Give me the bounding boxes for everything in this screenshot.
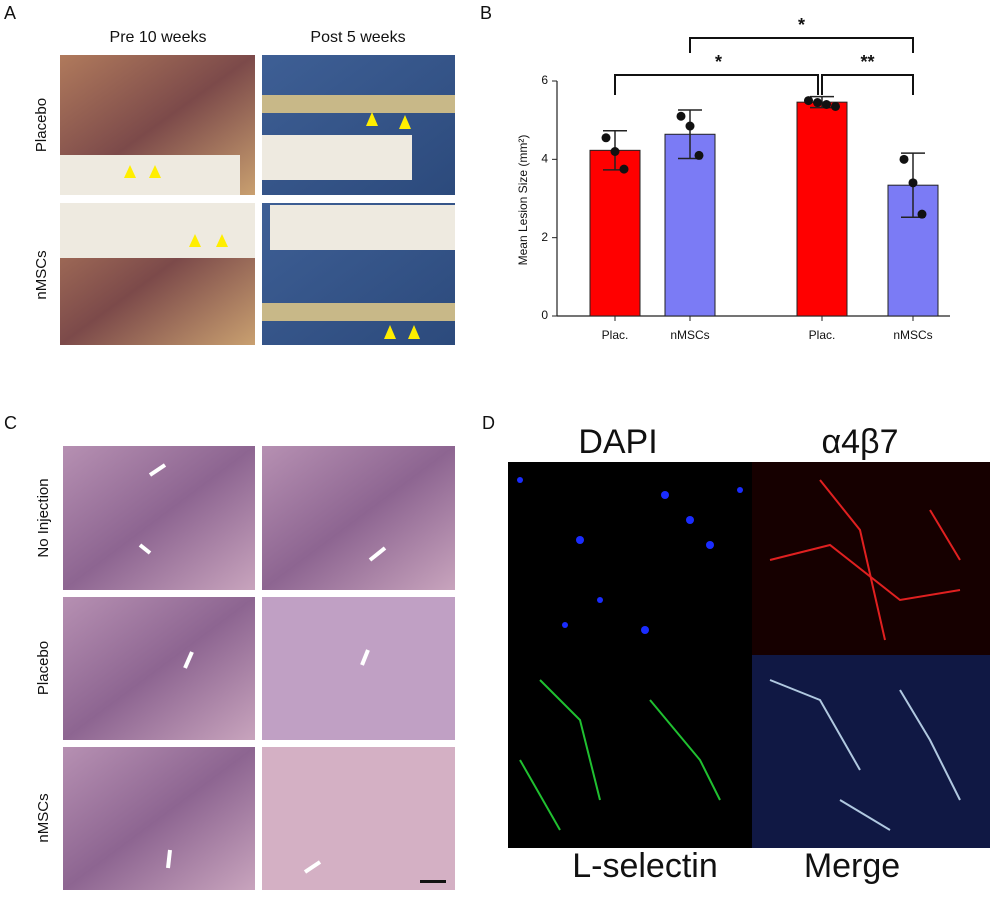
- fluorescence-grid: [508, 462, 990, 848]
- histology-grid: [63, 446, 455, 890]
- row-label: No Injection: [35, 478, 52, 557]
- data-point: [899, 154, 909, 164]
- data-point: [813, 98, 822, 108]
- panel-letter: C: [4, 413, 17, 433]
- bar: [796, 101, 848, 317]
- data-point: [601, 133, 611, 143]
- panel-letter: A: [4, 3, 16, 23]
- bar: [664, 133, 716, 317]
- y-axis-label: Mean Lesion Size (mm²): [516, 135, 530, 266]
- row-label: Placebo: [35, 641, 52, 695]
- data-point: [610, 147, 620, 156]
- photo: [60, 203, 255, 345]
- significance-bracket: [821, 74, 914, 95]
- data-point: [694, 150, 704, 160]
- quadrant-label: DAPI: [578, 423, 657, 461]
- photo: [262, 203, 455, 345]
- data-point: [917, 209, 927, 219]
- photo: [262, 55, 455, 195]
- significance-bracket: [614, 74, 819, 95]
- quadrant-label: L-selectin: [572, 847, 718, 885]
- quadrant-label: α4β7: [821, 423, 898, 461]
- photo: [60, 55, 255, 195]
- y-tick-label: 6: [541, 73, 548, 87]
- significance-label: **: [860, 52, 874, 72]
- x-tick-label: nMSCs: [670, 328, 709, 342]
- data-point: [804, 96, 813, 106]
- y-tick-label: 0: [541, 308, 548, 322]
- data-point: [676, 111, 686, 121]
- data-point: [822, 100, 831, 109]
- bar: [589, 149, 641, 317]
- bar-chart: B Mean Lesion Size (mm²) 0 2 4 6 Plac. nMSCs P…: [480, 3, 950, 342]
- panel-letter: B: [480, 3, 492, 23]
- y-tick-label: 4: [541, 152, 548, 166]
- quadrant-label: Merge: [804, 847, 900, 885]
- significance-label: *: [798, 15, 805, 35]
- x-tick-label: Plac.: [602, 328, 629, 342]
- data-point: [831, 101, 840, 111]
- row-label: nMSCs: [33, 250, 50, 299]
- significance-label: *: [715, 52, 722, 72]
- column-label: Pre 10 weeks: [110, 29, 207, 46]
- data-point: [619, 164, 629, 174]
- column-label: Post 5 weeks: [310, 29, 405, 46]
- significance-bracket: [689, 37, 914, 53]
- row-label: Placebo: [33, 98, 50, 152]
- x-tick-label: Plac.: [809, 328, 836, 342]
- row-label: nMSCs: [35, 793, 52, 842]
- panel-letter: D: [482, 413, 495, 433]
- data-point: [685, 121, 695, 131]
- x-tick-label: nMSCs: [893, 328, 932, 342]
- data-point: [908, 178, 918, 188]
- y-tick-label: 2: [541, 230, 548, 244]
